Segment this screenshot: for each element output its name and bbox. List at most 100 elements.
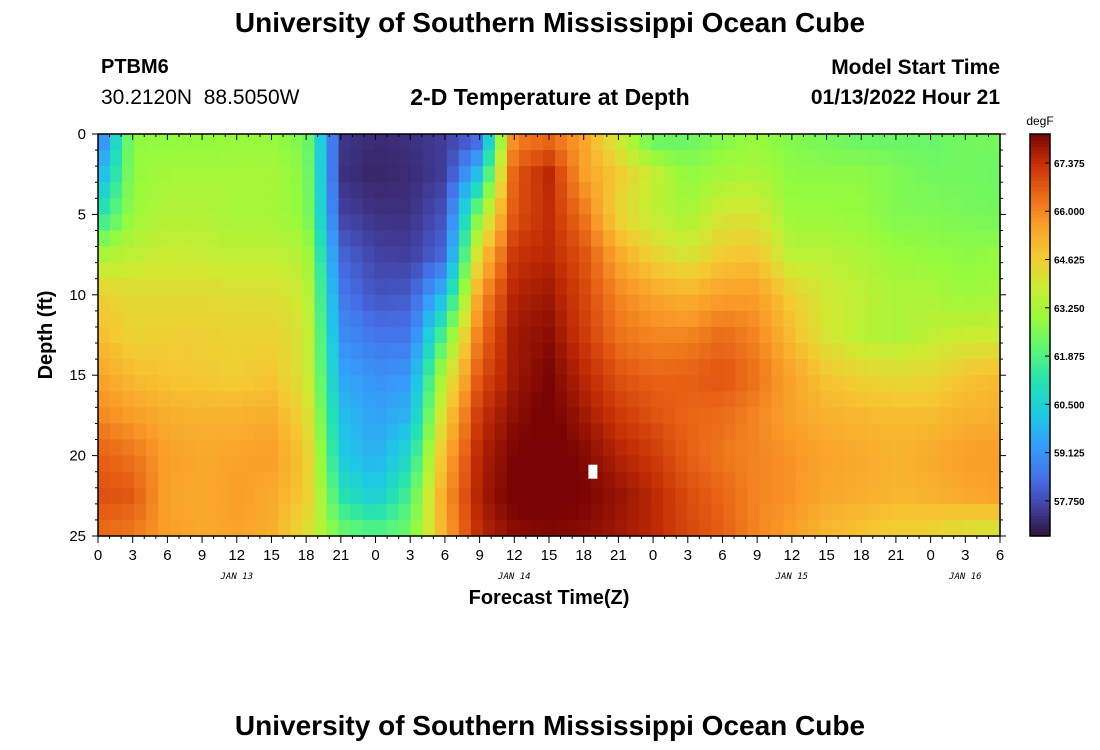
heatmap-cell (470, 134, 484, 151)
heatmap-cell (879, 391, 893, 408)
heatmap-cell (182, 423, 195, 441)
colorbar-segment (1030, 318, 1050, 323)
heatmap-cell (951, 262, 965, 280)
x-tick-label: 15 (818, 547, 835, 564)
heatmap-cell (314, 246, 328, 264)
heatmap-cell (639, 487, 652, 505)
heatmap-cell (651, 471, 664, 489)
heatmap-cell (194, 262, 207, 280)
heatmap-cell (242, 230, 255, 248)
heatmap-cell (218, 198, 231, 215)
heatmap-cell (651, 310, 664, 328)
heatmap-cell (374, 471, 388, 489)
heatmap-cell (482, 519, 496, 537)
heatmap-cell (759, 230, 773, 248)
heatmap-cell (975, 310, 989, 328)
heatmap-cell (326, 310, 340, 328)
heatmap-cell (422, 503, 436, 521)
heatmap-cell (687, 359, 700, 376)
heatmap-cell (783, 294, 797, 312)
heatmap-cell (555, 278, 568, 296)
heatmap-cell (867, 214, 881, 232)
heatmap-cell (518, 391, 532, 408)
heatmap-cell (891, 166, 905, 183)
heatmap-cell (987, 519, 1001, 537)
heatmap-cell (591, 134, 604, 151)
heatmap-cell (831, 326, 845, 344)
heatmap-cell (783, 134, 797, 151)
heatmap-cell (759, 198, 773, 215)
heatmap-cell (206, 278, 219, 296)
heatmap-cell (482, 423, 496, 441)
heatmap-cell (314, 182, 328, 199)
heatmap-cell (975, 471, 989, 489)
heatmap-cell (530, 294, 544, 312)
heatmap-cell (158, 214, 171, 232)
heatmap-cell (158, 230, 171, 248)
heatmap-cell (182, 407, 195, 425)
heatmap-cell (867, 487, 881, 505)
heatmap-cell (975, 359, 989, 376)
colorbar-segment (1030, 194, 1050, 199)
heatmap-cell (795, 487, 809, 505)
heatmap-cell (831, 214, 845, 232)
heatmap-cell (951, 310, 965, 328)
heatmap-cell (855, 150, 869, 167)
colorbar-segment (1030, 184, 1050, 189)
heatmap-cell (470, 455, 484, 473)
heatmap-cell (771, 310, 785, 328)
heatmap-cell (410, 294, 424, 312)
heatmap-cell (699, 471, 712, 489)
x-axis-title: Forecast Time(Z) (469, 587, 630, 609)
heatmap-cell (699, 182, 712, 199)
heatmap-cell (110, 359, 123, 376)
heatmap-cell (831, 262, 845, 280)
heatmap-cell (98, 359, 111, 376)
heatmap-cell (386, 310, 400, 328)
date-label: JAN 15 (775, 572, 809, 582)
heatmap-cell (530, 519, 544, 537)
heatmap-cell (338, 455, 352, 473)
heatmap-cell (795, 375, 809, 392)
heatmap-cell (98, 246, 111, 264)
heatmap-cell (747, 487, 761, 505)
heatmap-cell (735, 150, 749, 167)
colorbar-segment (1030, 180, 1050, 185)
heatmap-cell (987, 375, 1001, 392)
heatmap-cell (290, 455, 304, 473)
heatmap-cell (987, 150, 1001, 167)
heatmap-cell (254, 214, 267, 232)
heatmap-cell (278, 134, 292, 151)
heatmap-cell (675, 214, 688, 232)
heatmap-cell (374, 182, 388, 199)
colorbar-segment (1030, 408, 1050, 413)
heatmap-cell (278, 423, 292, 441)
heatmap-cell (338, 214, 352, 232)
heatmap-cell (254, 503, 267, 521)
colorbar-segment (1030, 328, 1050, 333)
heatmap-cell (146, 150, 159, 167)
heatmap-cell (771, 278, 785, 296)
heatmap-cell (110, 166, 123, 183)
heatmap-cell (362, 471, 376, 489)
heatmap-cell (482, 262, 496, 280)
heatmap-cell (194, 214, 207, 232)
heatmap-cell (807, 326, 821, 344)
heatmap-cell (434, 326, 448, 344)
colorbar-segment (1030, 261, 1050, 266)
heatmap-cell (446, 198, 460, 215)
heatmap-cell (146, 326, 159, 344)
heatmap-cell (831, 166, 845, 183)
heatmap-cell (110, 230, 123, 248)
heatmap-cell (603, 455, 616, 473)
heatmap-cell (470, 487, 484, 505)
heatmap-cell (639, 134, 652, 151)
heatmap-cell (398, 246, 412, 264)
heatmap-cell (627, 150, 640, 167)
heatmap-cell (482, 214, 496, 232)
heatmap-cell (879, 423, 893, 441)
heatmap-cell (807, 471, 821, 489)
heatmap-cell (542, 214, 556, 232)
heatmap-cell (494, 519, 508, 537)
heatmap-cell (687, 503, 700, 521)
